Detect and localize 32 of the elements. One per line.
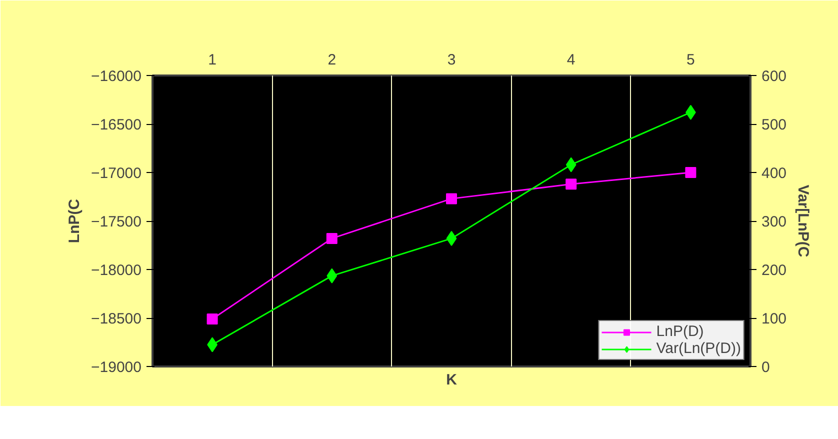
y-tick-label: −17500 (91, 214, 142, 230)
x-tick-label: 5 (686, 52, 695, 68)
point (566, 157, 576, 172)
point (206, 313, 218, 324)
x-tick-label: 4 (566, 52, 576, 68)
x-axis-title: K (446, 372, 458, 388)
y-axis-title: LnP(C (66, 198, 84, 244)
y-tick-label: −19000 (91, 359, 142, 376)
point (446, 193, 457, 204)
y2-tick-label: 300 (762, 214, 787, 230)
x-tick-label: 1 (208, 52, 216, 68)
point (566, 178, 577, 190)
point (326, 232, 338, 244)
legend-label: LnP(D) (656, 323, 704, 340)
y-tick-label: −16500 (91, 116, 142, 134)
y2-tick-label: 600 (762, 68, 787, 85)
x-tick-label: 2 (328, 52, 336, 68)
y-tick-label: −18000 (91, 262, 142, 279)
legend-label: Var(Ln(P(D)) (656, 340, 741, 357)
y2-tick-label: 200 (762, 262, 787, 279)
y2-tick-label: 400 (762, 165, 787, 182)
x-tick-label: 3 (447, 52, 456, 68)
point (685, 167, 696, 178)
y-tick-label: −16000 (91, 68, 142, 85)
point (326, 268, 338, 284)
y2-axis-title: Var[LnP(C (794, 184, 812, 258)
y2-tick-label: 0 (762, 359, 770, 376)
y-tick-label: −18500 (91, 310, 142, 328)
y2-tick-label: 500 (762, 116, 787, 134)
point (446, 230, 457, 246)
y-tick-label: −17000 (91, 165, 142, 182)
y2-tick-label: 100 (762, 310, 787, 328)
